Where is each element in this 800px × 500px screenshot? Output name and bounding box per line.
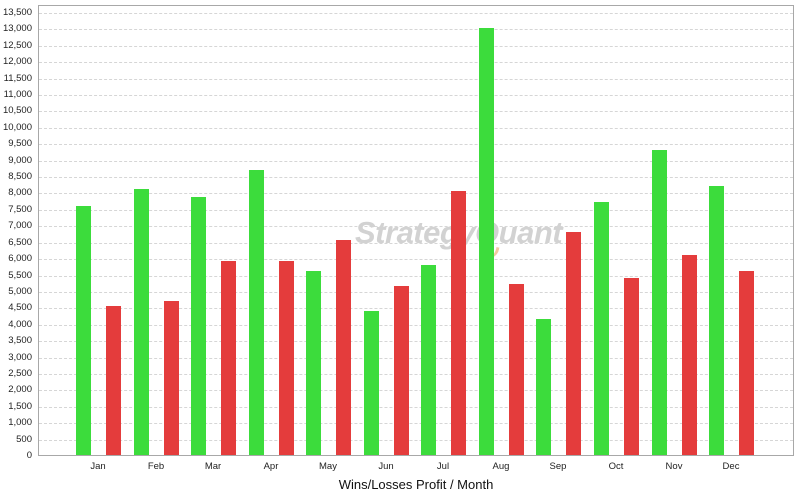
y-tick-label: 1,000 xyxy=(8,417,32,429)
gridline xyxy=(39,127,793,129)
x-tick-label-dec: Dec xyxy=(722,461,740,472)
y-tick-label: 3,000 xyxy=(8,351,32,363)
gridline xyxy=(39,291,793,293)
x-axis: Jan Feb Mar Apr May Jun Jul Aug Sep Oct Nov Dec xyxy=(0,461,800,475)
y-tick-label: 12,000 xyxy=(2,56,32,68)
x-tick-label-apr: Apr xyxy=(263,461,279,472)
win-bar-dec xyxy=(709,186,724,455)
loss-bar-dec xyxy=(739,271,754,455)
win-bar-nov xyxy=(652,150,667,455)
x-tick-label-oct: Oct xyxy=(608,461,624,472)
y-tick-label: 7,500 xyxy=(8,203,32,215)
win-bar-mar xyxy=(191,197,206,455)
loss-bar-may xyxy=(336,240,351,455)
x-tick-label-aug: Aug xyxy=(492,461,510,472)
gridline xyxy=(39,341,793,343)
x-tick-label-feb: Feb xyxy=(147,461,165,472)
x-tick-label-sep: Sep xyxy=(549,461,567,472)
gridline xyxy=(39,373,793,375)
y-tick-label: 7,000 xyxy=(8,220,32,232)
gridline xyxy=(39,193,793,195)
gridline xyxy=(39,242,793,244)
y-tick-label: 6,500 xyxy=(8,236,32,248)
loss-bar-nov xyxy=(682,255,697,455)
win-bar-jan xyxy=(76,206,91,455)
loss-bar-feb xyxy=(164,301,179,455)
gridline xyxy=(39,259,793,261)
loss-bar-oct xyxy=(624,278,639,455)
y-tick-label: 11,000 xyxy=(3,89,32,101)
plot-area: StrategyQuant xyxy=(38,5,794,456)
gridline xyxy=(39,29,793,31)
gridline xyxy=(39,177,793,179)
gridline xyxy=(39,95,793,97)
gridline xyxy=(39,423,793,425)
gridline xyxy=(39,62,793,64)
x-tick-label-jul: Jul xyxy=(436,461,450,472)
y-tick-label: 11,500 xyxy=(3,72,32,84)
y-tick-label: 12,500 xyxy=(2,39,32,51)
loss-bar-jan xyxy=(106,306,121,455)
gridline xyxy=(39,275,793,277)
y-tick-label: 4,500 xyxy=(8,302,32,314)
x-tick-label-jun: Jun xyxy=(378,461,394,472)
y-tick-label: 9,000 xyxy=(8,154,32,166)
gridline xyxy=(39,209,793,211)
gridline xyxy=(39,390,793,392)
y-tick-label: 10,000 xyxy=(2,121,32,133)
gridline xyxy=(39,144,793,146)
win-bar-jun xyxy=(364,311,379,455)
win-bar-apr xyxy=(249,170,264,455)
gridline xyxy=(39,406,793,408)
y-tick-label: 2,500 xyxy=(8,367,32,379)
loss-bar-mar xyxy=(221,261,236,455)
loss-bar-jun xyxy=(394,286,409,455)
y-tick-label: 6,000 xyxy=(8,253,32,265)
loss-bar-jul xyxy=(451,191,466,455)
gridline xyxy=(39,13,793,14)
y-tick-label: 8,000 xyxy=(8,187,32,199)
loss-bar-aug xyxy=(509,284,524,455)
y-axis: 0 500 1,000 1,500 2,000 2,500 3,000 3,500 4,000 4… xyxy=(0,5,34,461)
gridline xyxy=(39,45,793,47)
win-bar-may xyxy=(306,271,321,455)
y-tick-label: 5,500 xyxy=(8,269,32,281)
y-tick-label: 0 xyxy=(26,450,32,461)
gridline xyxy=(39,111,793,113)
gridline xyxy=(39,308,793,310)
gridline xyxy=(39,357,793,359)
gridline xyxy=(39,439,793,441)
gridline xyxy=(39,324,793,326)
y-tick-label: 10,500 xyxy=(2,105,32,117)
win-bar-aug xyxy=(479,28,494,455)
y-tick-label: 8,500 xyxy=(8,171,32,183)
y-tick-label: 3,500 xyxy=(8,335,32,347)
win-bar-oct xyxy=(594,202,609,455)
y-tick-label: 2,000 xyxy=(8,384,32,396)
watermark-text-suffix: uant xyxy=(498,215,563,250)
chart-axis-title: Wins/Losses Profit / Month xyxy=(338,477,494,492)
y-tick-label: 9,500 xyxy=(8,138,32,150)
y-tick-label: 1,500 xyxy=(8,400,32,412)
win-bar-feb xyxy=(134,189,149,455)
x-tick-label-jan: Jan xyxy=(90,461,106,472)
y-tick-label: 13,000 xyxy=(2,23,32,35)
win-bar-jul xyxy=(421,265,436,455)
loss-bar-apr xyxy=(279,261,294,455)
x-tick-label-mar: Mar xyxy=(204,461,222,472)
x-tick-label-nov: Nov xyxy=(665,461,683,472)
gridline xyxy=(39,160,793,162)
y-tick-label: 5,000 xyxy=(8,285,32,297)
y-tick-label: 4,000 xyxy=(8,318,32,330)
y-tick-label: 13,500 xyxy=(2,6,32,18)
gridline xyxy=(39,78,793,80)
y-tick-label: 500 xyxy=(16,433,32,445)
x-tick-label-may: May xyxy=(319,461,337,472)
loss-bar-sep xyxy=(566,232,581,455)
win-bar-sep xyxy=(536,319,551,455)
gridline xyxy=(39,226,793,228)
